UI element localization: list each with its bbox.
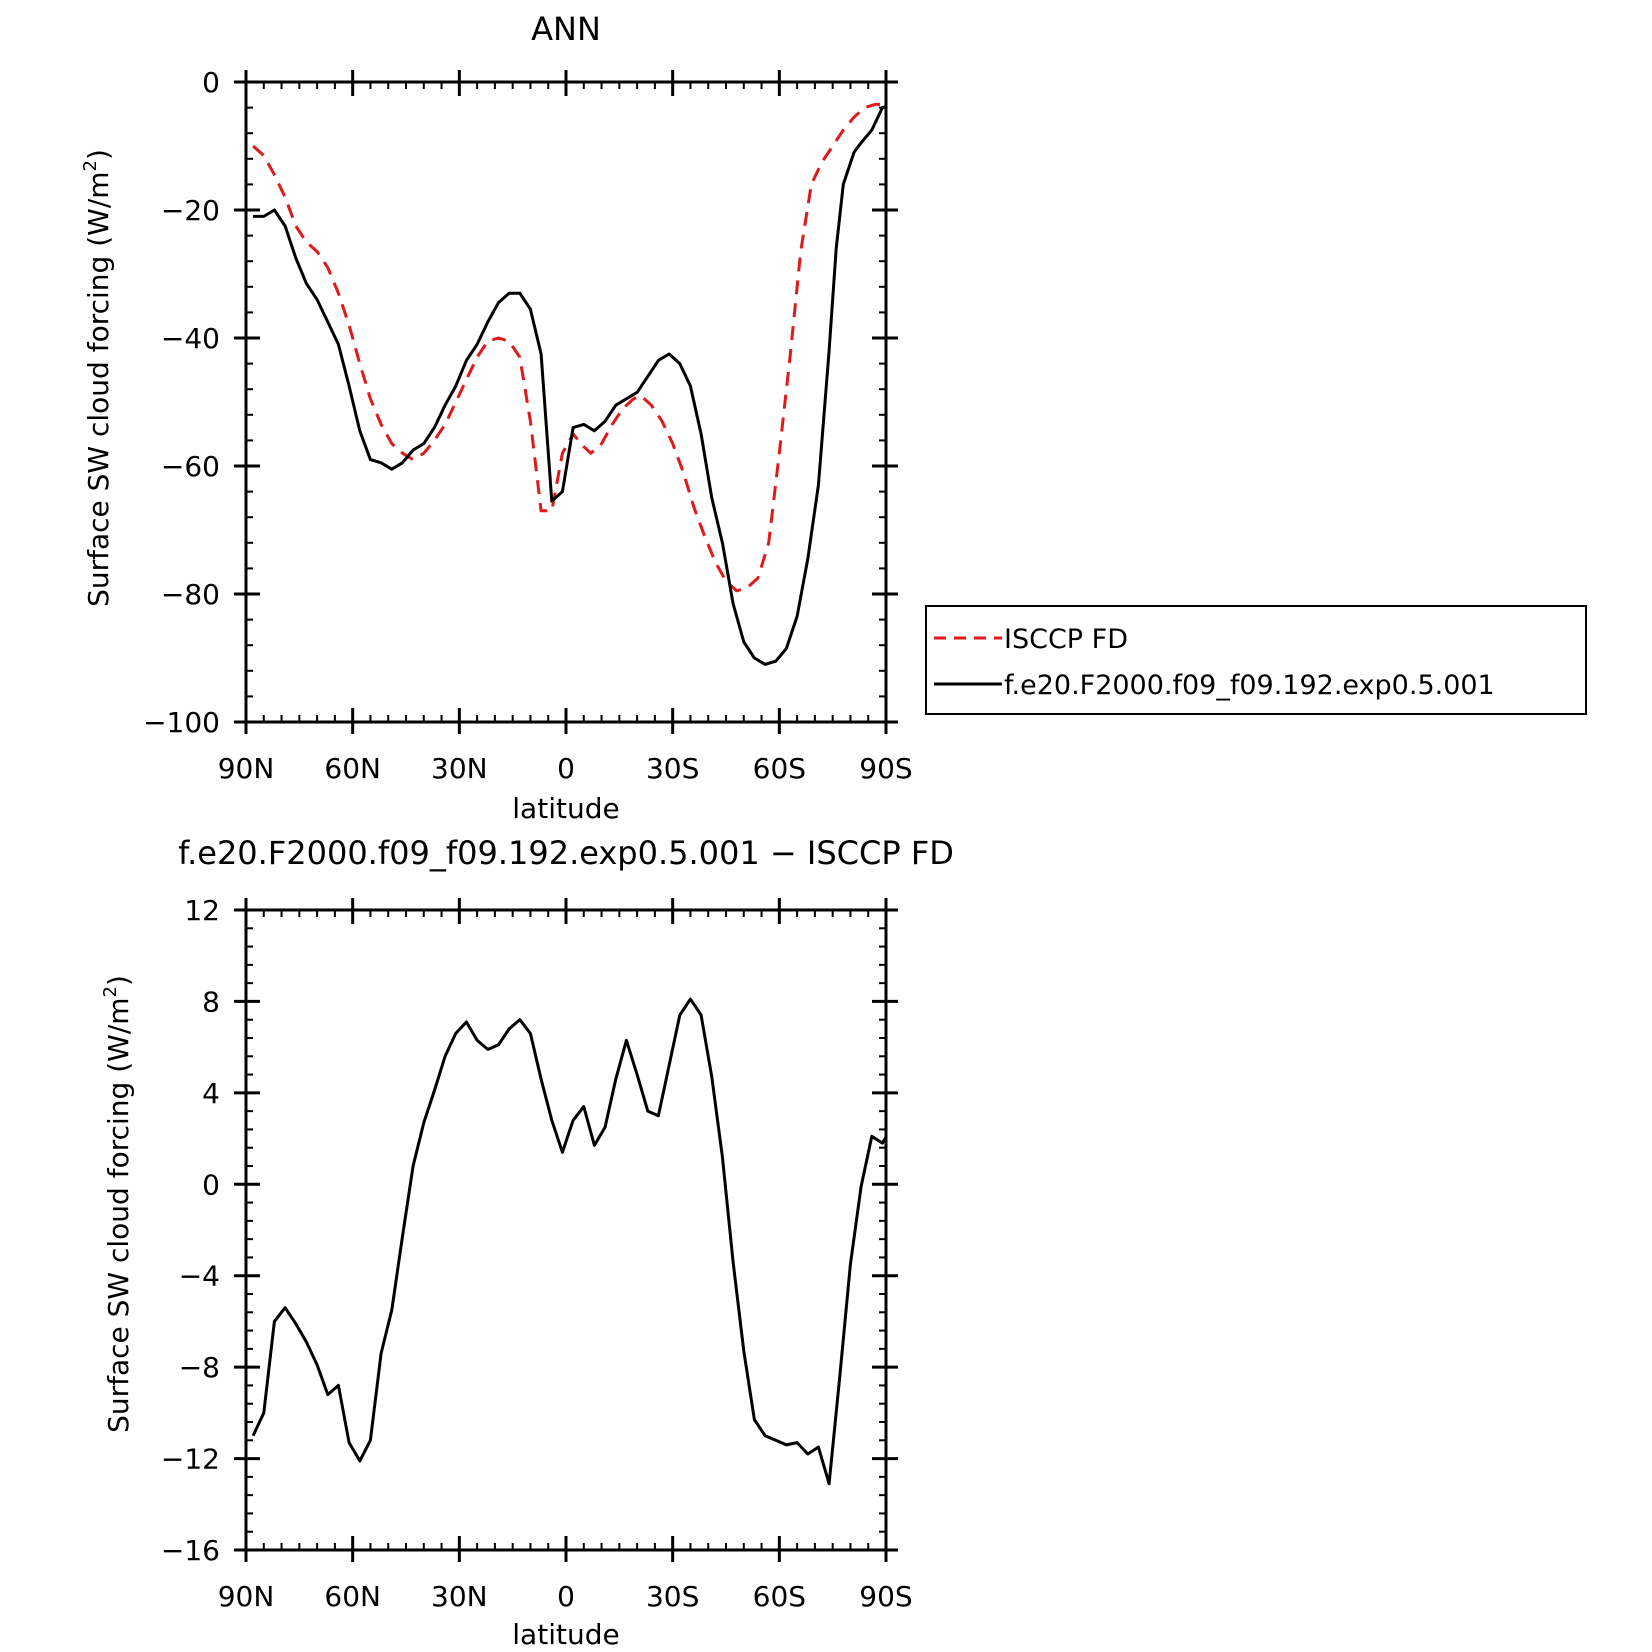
y-tick-label: 0: [202, 66, 220, 99]
x-tick-label: 90S: [859, 752, 912, 785]
y-tick-label: −20: [161, 194, 220, 227]
top-panel-x-axis-title: latitude: [512, 792, 619, 825]
x-tick-label: 30N: [431, 752, 488, 785]
top-panel: ANN 90N 60N 30N 0 30S 60S 90S 0 −20 −40 −60 −80 −100…: [80, 10, 913, 825]
y-tick-label: −60: [161, 450, 220, 483]
x-tick-label: 60S: [753, 1580, 806, 1613]
plot-frame: [244, 908, 888, 1552]
y-tick-label: −16: [161, 1534, 220, 1567]
bottom-panel-y-axis-title: Surface SW cloud forcing (W/m2): [100, 975, 135, 1433]
top-panel-axes: 90N 60N 30N 0 30S 60S 90S 0 −20 −40 −60 −80 −100: [143, 66, 913, 785]
plot-frame: [244, 80, 888, 724]
top-panel-series: [252, 102, 886, 666]
x-tick-label: 0: [557, 752, 575, 785]
bottom-panel-x-axis-title: latitude: [512, 1618, 619, 1651]
bottom-panel-series: [251, 997, 886, 1486]
x-tick-label: 0: [557, 1580, 575, 1613]
y-tick-label: 4: [202, 1077, 220, 1110]
bottom-panel-axes: 90N 60N 30N 0 30S 60S 90S 12 8 4 0 −4 −8 −12 −16: [161, 894, 913, 1613]
top-panel-y-axis-title-close: ): [82, 149, 115, 160]
legend-label-isccp: ISCCP FD: [1004, 624, 1128, 655]
bottom-panel-y-axis-title-main: Surface SW cloud forcing (W/m: [102, 997, 135, 1432]
bottom-panel-y-axis-title-sup: 2: [100, 986, 121, 997]
series-line-difference: [251, 997, 886, 1486]
bottom-panel: f.e20.F2000.f09_f09.192.exp0.5.001 − ISC…: [100, 834, 954, 1651]
y-tick-label: −12: [161, 1443, 220, 1476]
x-tick-label: 30S: [646, 752, 699, 785]
y-tick-label: −80: [161, 578, 220, 611]
top-panel-title: ANN: [531, 10, 601, 48]
y-tick-label: −8: [179, 1351, 220, 1384]
x-tick-label: 60N: [324, 752, 381, 785]
x-tick-label: 60N: [324, 1580, 381, 1613]
top-panel-y-axis-title-main: Surface SW cloud forcing (W/m: [82, 171, 115, 606]
x-tick-label: 30S: [646, 1580, 699, 1613]
y-tick-label: 8: [202, 985, 220, 1018]
series-line-isccp-fd: [252, 102, 883, 593]
x-tick-label: 90S: [859, 1580, 912, 1613]
y-tick-label: 0: [202, 1168, 220, 1201]
legend-box: [925, 605, 1587, 715]
bottom-panel-y-axis-title-close: ): [102, 975, 135, 986]
y-tick-label: −40: [161, 322, 220, 355]
top-panel-y-axis-title: Surface SW cloud forcing (W/m2): [80, 149, 115, 607]
x-tick-label: 90N: [218, 1580, 275, 1613]
legend-label-model: f.e20.F2000.f09_f09.192.exp0.5.001: [1004, 670, 1495, 701]
y-tick-label: 12: [184, 894, 220, 927]
top-panel-y-axis-title-sup: 2: [80, 160, 101, 171]
bottom-panel-title: f.e20.F2000.f09_f09.192.exp0.5.001 − ISC…: [178, 834, 954, 872]
series-line-model: [253, 104, 886, 666]
x-tick-label: 30N: [431, 1580, 488, 1613]
y-tick-label: −4: [179, 1260, 220, 1293]
y-tick-label: −100: [143, 706, 220, 739]
x-tick-label: 60S: [753, 752, 806, 785]
legend: ISCCP FD f.e20.F2000.f09_f09.192.exp0.5.…: [925, 605, 1587, 715]
x-tick-label: 90N: [218, 752, 275, 785]
